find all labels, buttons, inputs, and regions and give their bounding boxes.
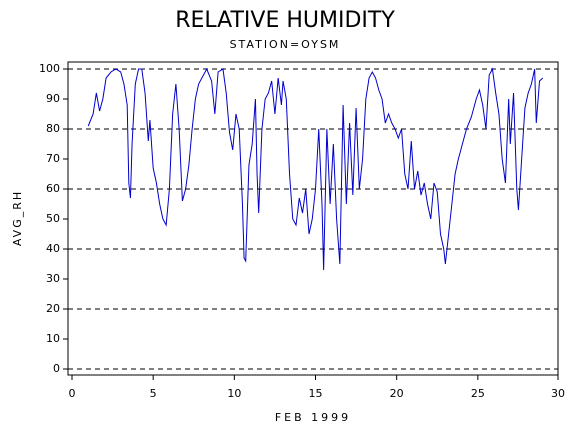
x-tick-label: 30 xyxy=(551,387,565,400)
y-axis-label: AVG_RH xyxy=(11,190,24,246)
y-tick-label: 40 xyxy=(46,242,60,255)
x-tick-label: 20 xyxy=(390,387,404,400)
x-tick-label: 0 xyxy=(69,387,76,400)
y-tick-label: 90 xyxy=(46,92,60,105)
chart-title: RELATIVE HUMIDITY xyxy=(175,8,395,33)
y-tick-label: 20 xyxy=(46,302,60,315)
y-tick-label: 70 xyxy=(46,152,60,165)
data-line xyxy=(87,67,544,271)
x-tick-label: 15 xyxy=(309,387,323,400)
x-tick-label: 5 xyxy=(150,387,157,400)
x-axis-label: FEB 1999 xyxy=(275,411,351,424)
y-tick-label: 10 xyxy=(46,332,60,345)
y-tick-label: 80 xyxy=(46,122,60,135)
y-tick-label: 60 xyxy=(46,182,60,195)
y-tick-label: 30 xyxy=(46,272,60,285)
y-tick-label: 100 xyxy=(39,62,60,75)
chart-subtitle: STATION=OYSM xyxy=(230,38,341,51)
x-tick-label: 10 xyxy=(227,387,241,400)
x-tick-label: 25 xyxy=(471,387,485,400)
plot-frame xyxy=(67,61,559,376)
y-tick-label: 0 xyxy=(53,362,60,375)
y-tick-label: 50 xyxy=(46,212,60,225)
